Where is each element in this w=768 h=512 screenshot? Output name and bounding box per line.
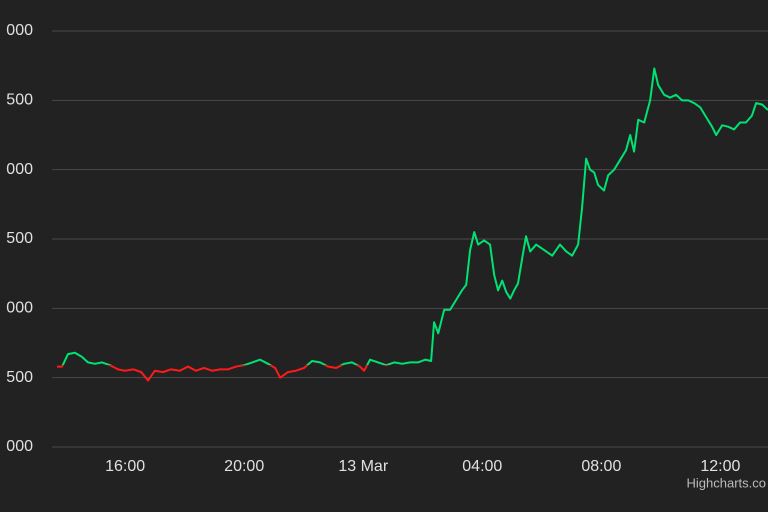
x-tick-label: 04:00 (462, 458, 502, 475)
x-tick-label: 16:00 (105, 458, 145, 475)
line-up (61, 67, 768, 366)
y-tick-label: 000 (6, 300, 33, 317)
y-tick-label: 500 (6, 92, 33, 109)
y-tick-label: 000 (6, 22, 33, 39)
x-tick-label: 08:00 (581, 458, 621, 475)
credits: Highcharts.co (687, 475, 766, 490)
x-tick-label: 20:00 (224, 458, 264, 475)
line-down (57, 365, 390, 382)
y-tick-label: 000 (6, 161, 33, 178)
y-tick-label: 500 (6, 369, 33, 386)
x-tick-label: 13 Mar (338, 458, 388, 475)
y-tick-label: 500 (6, 230, 33, 247)
y-tick-label: 000 (6, 438, 33, 455)
x-tick-label: 12:00 (700, 458, 740, 475)
